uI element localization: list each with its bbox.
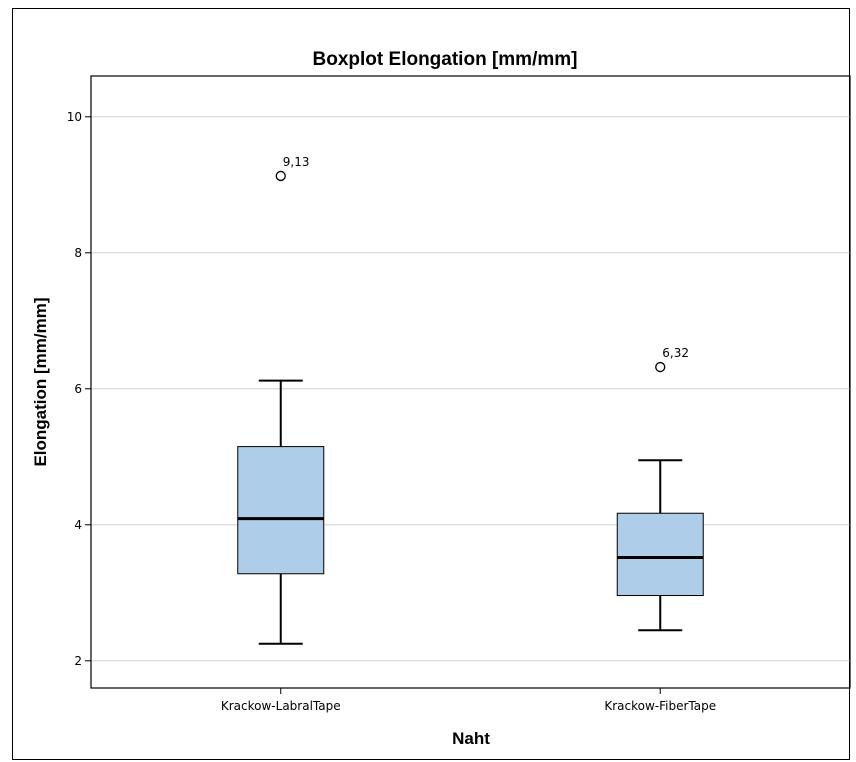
y-tick-label: 2 bbox=[74, 654, 82, 668]
outlier-label: 9,13 bbox=[283, 155, 310, 169]
iqr-box bbox=[237, 446, 325, 575]
x-tick-label: Krackow-LabralTape bbox=[221, 699, 341, 713]
y-tick-label: 6 bbox=[74, 382, 82, 396]
plot-area bbox=[90, 75, 851, 689]
y-tick-label: 4 bbox=[74, 518, 82, 532]
x-axis-title: Naht bbox=[452, 729, 490, 748]
x-tick-label: Krackow-FiberTape bbox=[604, 699, 716, 713]
box-group: 6,32 bbox=[616, 346, 704, 632]
box-group: 9,13 bbox=[237, 155, 325, 645]
y-tick-label: 8 bbox=[74, 246, 82, 260]
boxes: 9,13 6,32 bbox=[237, 155, 704, 645]
y-axis: 2 4 6 8 10 bbox=[67, 110, 91, 668]
iqr-box bbox=[616, 512, 704, 597]
outlier-label: 6,32 bbox=[662, 346, 689, 360]
chart-title: Boxplot Elongation [mm/mm] bbox=[313, 49, 578, 70]
y-axis-title: Elongation [mm/mm] bbox=[31, 297, 50, 466]
y-tick-label: 10 bbox=[67, 110, 82, 124]
gridlines bbox=[91, 116, 850, 662]
chart-frame bbox=[12, 8, 850, 760]
x-axis: Krackow-LabralTape Krackow-FiberTape bbox=[221, 688, 716, 713]
outlier-point bbox=[275, 170, 286, 182]
outlier-point bbox=[655, 361, 666, 373]
